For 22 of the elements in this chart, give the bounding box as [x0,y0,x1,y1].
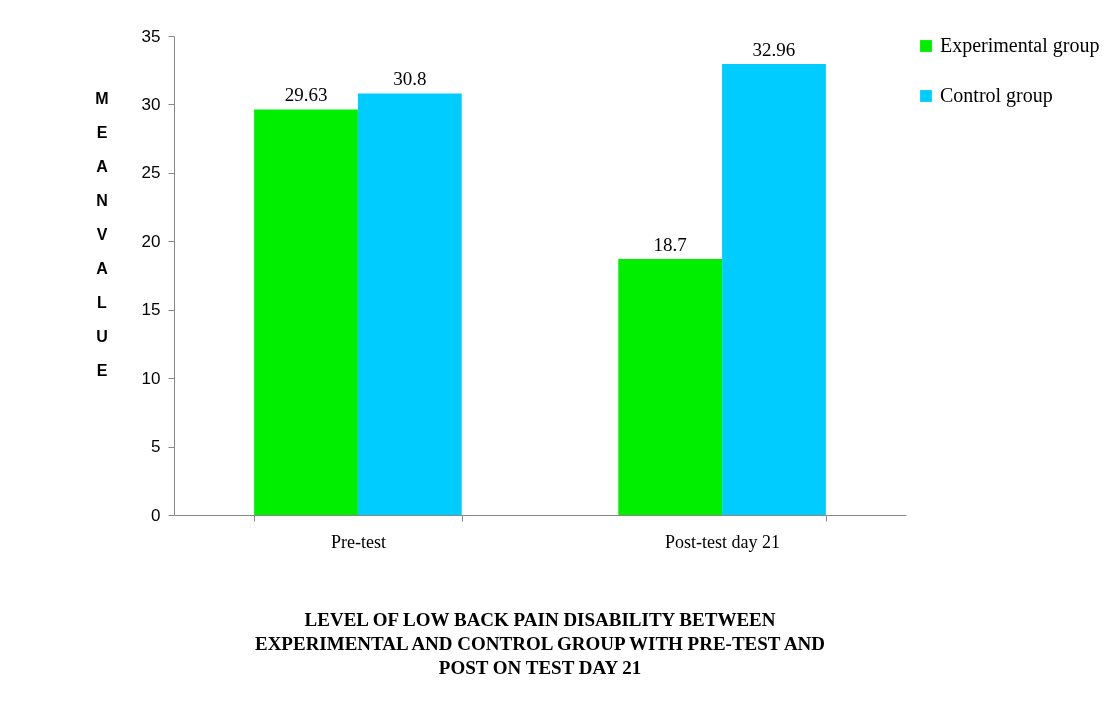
legend-label: Experimental group [940,34,1100,57]
data-label: 18.7 [653,234,687,256]
y-tick-label: 10 [141,368,161,388]
y-tick-label: 0 [151,505,161,525]
x-tick-label: Pre-test [330,531,386,552]
data-label: 29.63 [284,84,328,106]
y-tick-label: 30 [141,94,161,114]
text: MEAN VALUE [95,90,109,379]
bar [618,259,723,515]
y-tick-label: 20 [141,231,161,251]
bar [722,63,826,515]
x-tick-label: Post-test day 21 [665,531,781,552]
y-tick-label: 35 [141,26,161,46]
bar [254,109,358,515]
legend-label: Control group [940,84,1053,107]
text: LEVEL OF LOW BACK PAIN DISABILITY BETWEEN EXPERIMENTAL AND CONTROL GROUP WITH PRE-TEST AND POST ON TEST DAY 21 [254,609,826,678]
y-tick-label: 25 [141,163,161,183]
bar [357,93,462,515]
y-tick-label: 5 [151,437,161,457]
data-label: 30.8 [393,68,427,90]
y-tick-label: 15 [141,300,161,320]
data-label: 32.96 [752,38,796,60]
